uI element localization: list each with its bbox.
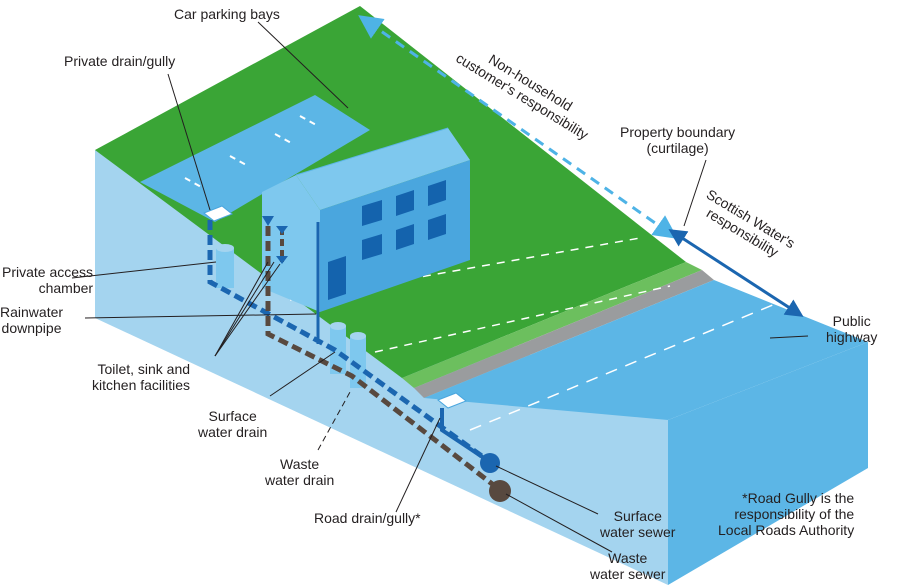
kerb-strip: [414, 270, 714, 398]
surface-chamber: [330, 326, 346, 374]
surface-water-sewer-label: Surface water sewer: [600, 508, 676, 540]
parking-line: [274, 133, 294, 145]
chamber-top: [350, 332, 366, 340]
road-gully-connection: [440, 408, 492, 464]
parking-line: [299, 115, 319, 127]
road-gully-grate: [437, 392, 467, 409]
road-gully-note: *Road Gully is the responsibility of the…: [718, 490, 855, 538]
fixture-funnel: [276, 226, 288, 234]
waste-water-drain-pipe: [265, 226, 502, 492]
surface-water-drain-label: Surface water drain: [198, 408, 268, 440]
soil-side-face: [668, 342, 868, 585]
waste-water-sewer-label: Waste water sewer: [590, 550, 666, 582]
surface-water-sewer-pipe: [480, 453, 500, 473]
parking-line: [229, 155, 249, 167]
grass-dash-line: [374, 285, 671, 353]
chamber-top: [216, 244, 234, 252]
private-access-label: Private access chamber: [2, 264, 94, 296]
road-centre-line: [469, 301, 781, 431]
waste-water-sewer-pipe: [489, 480, 511, 502]
private-access-chamber: [216, 248, 234, 288]
leader-lines: [71, 21, 809, 553]
door: [328, 256, 346, 300]
waste-water-drain-label: Waste water drain: [265, 456, 335, 488]
toilet-sink-label: Toilet, sink and kitchen facilities: [92, 361, 191, 393]
chamber-top: [330, 322, 346, 330]
private-drain-label: Private drain/gully: [64, 53, 176, 69]
window: [362, 234, 382, 260]
rainwater-downpipe-label: Rainwater downpipe: [0, 304, 64, 336]
car-parking-label: Car parking bays: [174, 6, 280, 22]
soil-front-face: [95, 150, 668, 585]
private-gully-grate: [203, 205, 233, 222]
property-boundary-label: Property boundary (curtilage): [620, 124, 736, 156]
parking-line: [184, 177, 204, 189]
building-gable: [262, 175, 320, 312]
fixture-funnel: [262, 216, 274, 226]
car-park: [140, 95, 370, 222]
grass-verge: [402, 262, 702, 388]
road-drain-label: Road drain/gully*: [314, 510, 421, 526]
scottish-water-responsibility-arrow: [668, 229, 804, 317]
public-highway-label: Public highway: [826, 313, 878, 345]
fixture-funnel: [276, 256, 288, 264]
surface-water-drain-pipe: [207, 220, 492, 465]
